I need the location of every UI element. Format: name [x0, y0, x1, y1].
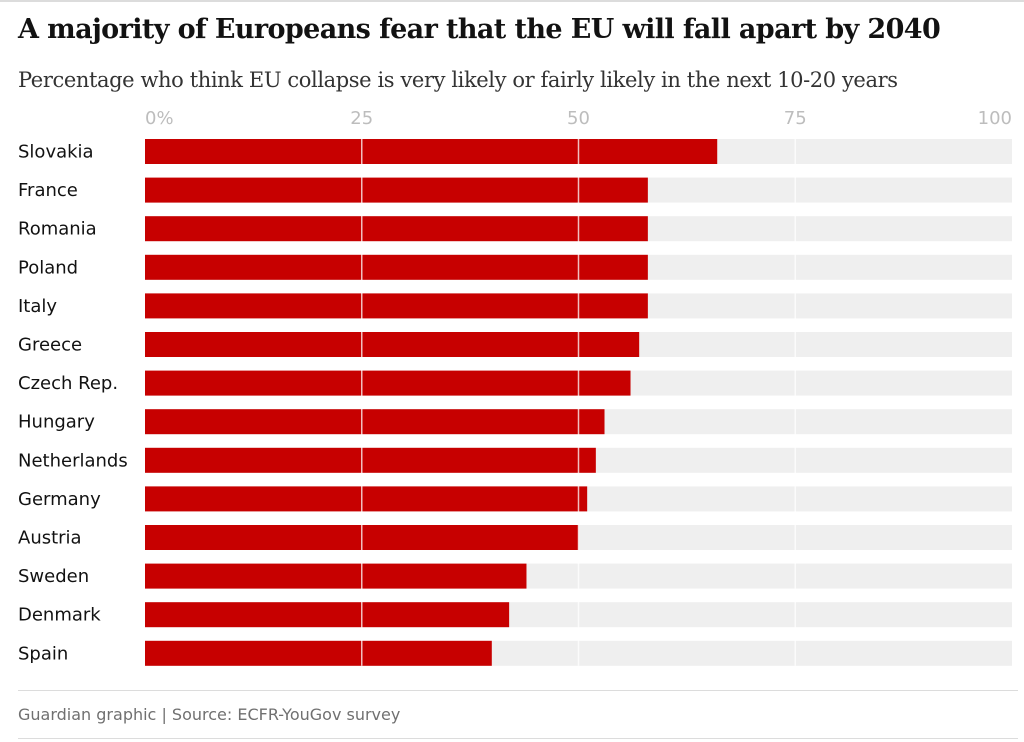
category-label: Austria — [18, 528, 82, 549]
category-label: Greece — [18, 335, 82, 356]
category-label: Denmark — [18, 605, 101, 626]
category-label: Czech Rep. — [18, 373, 118, 394]
bar — [145, 563, 527, 589]
tick-label: 100 — [978, 108, 1012, 129]
chart-subtitle: Percentage who think EU collapse is very… — [18, 68, 898, 92]
gridlines — [361, 128, 796, 666]
category-label: Poland — [18, 257, 78, 278]
tick-label: 25 — [350, 108, 373, 129]
bar — [145, 293, 648, 319]
bottom-divider — [18, 738, 1018, 739]
top-divider — [0, 0, 1024, 2]
category-label: Spain — [18, 643, 68, 664]
bar — [145, 640, 492, 666]
tick-label: 50 — [567, 108, 590, 129]
category-label: Romania — [18, 219, 97, 240]
tick-label: 0% — [145, 108, 174, 129]
category-label: France — [18, 180, 78, 201]
footer-divider — [18, 690, 1018, 691]
bar — [145, 216, 648, 242]
source-note: Guardian graphic | Source: ECFR-YouGov s… — [18, 705, 401, 724]
bar — [145, 139, 718, 164]
bars — [145, 139, 718, 666]
x-axis-ticks: 0% 25 50 75 100 — [145, 108, 1012, 129]
category-label: Hungary — [18, 412, 95, 433]
category-labels: Slovakia France Romania Poland Italy Greece Cz… — [18, 142, 128, 665]
category-label: Sweden — [18, 566, 89, 587]
bar — [145, 332, 640, 357]
bar — [145, 602, 510, 628]
bar — [145, 409, 605, 435]
bar — [145, 177, 648, 203]
category-label: Netherlands — [18, 450, 128, 471]
chart-title: A majority of Europeans fear that the EU… — [18, 14, 941, 45]
bar — [145, 447, 596, 473]
category-label: Germany — [18, 489, 101, 510]
bar — [145, 254, 648, 280]
bar — [145, 486, 588, 512]
bar — [145, 370, 631, 396]
category-label: Italy — [18, 296, 57, 317]
tick-label: 75 — [784, 108, 807, 129]
category-label: Slovakia — [18, 142, 94, 163]
